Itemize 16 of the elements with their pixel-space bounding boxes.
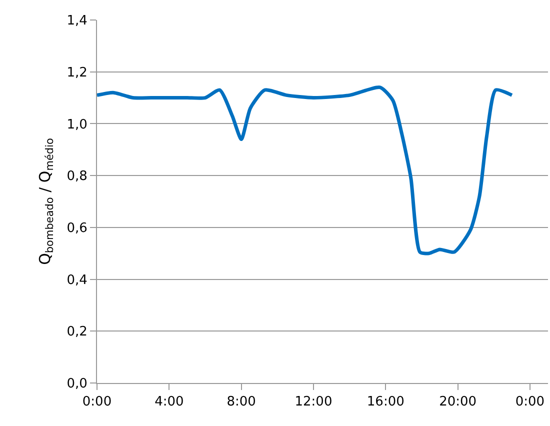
- y-tick-label: 0,4: [66, 272, 88, 288]
- x-tick-label: 0:00: [515, 394, 545, 410]
- y-tick-label: 0,2: [66, 324, 88, 340]
- x-tick-label: 16:00: [366, 394, 404, 410]
- y-tick-label: 1,4: [66, 14, 88, 29]
- y-tick-label: 0,0: [66, 376, 88, 392]
- y-tick-label: 1,2: [66, 65, 88, 80]
- x-tick-label: 0:00: [82, 394, 112, 410]
- y-tick-label: 0,8: [66, 169, 88, 184]
- x-tick-label: 8:00: [226, 394, 256, 410]
- y-tick-label: 0,6: [66, 220, 88, 236]
- y-tick-label: 1,0: [66, 117, 88, 132]
- x-tick-label: 20:00: [439, 394, 477, 410]
- x-tick-label: 12:00: [294, 394, 332, 410]
- x-tick-label: 4:00: [154, 394, 184, 410]
- line-series: [97, 86, 514, 256]
